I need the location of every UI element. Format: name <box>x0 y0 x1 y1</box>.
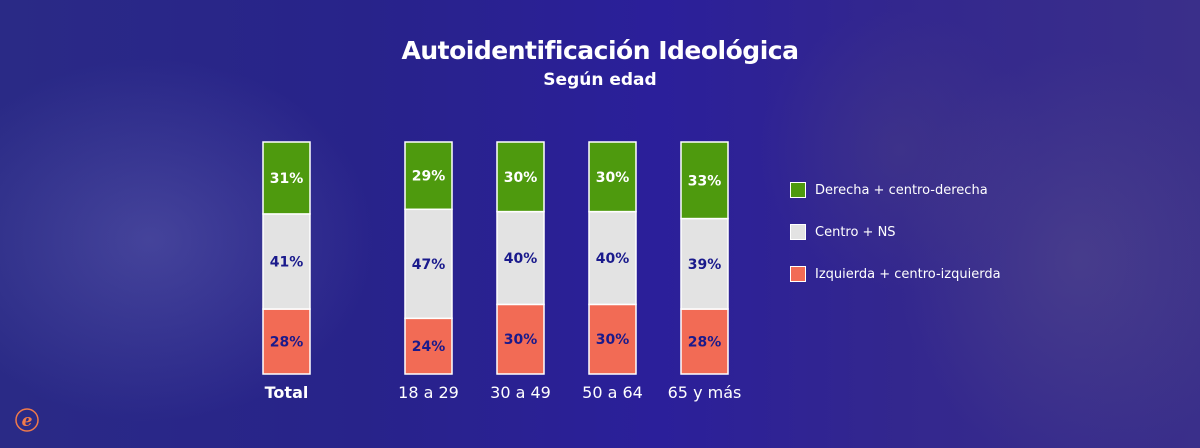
bar-segment <box>680 308 729 375</box>
legend-label: Izquierda + centro-izquierda <box>815 266 1001 282</box>
legend-label: Derecha + centro-derecha <box>815 182 988 198</box>
legend: Derecha + centro-derecha Centro + NS Izq… <box>790 180 1001 306</box>
legend-item-derecha: Derecha + centro-derecha <box>790 180 1001 200</box>
category-label: Total <box>265 383 309 402</box>
data-label: 33% <box>688 173 722 189</box>
elpais-logo-icon: e <box>15 408 39 432</box>
legend-item-centro: Centro + NS <box>790 222 1001 242</box>
legend-swatch <box>790 266 806 282</box>
bar-segment <box>262 308 311 375</box>
legend-item-izquierda: Izquierda + centro-izquierda <box>790 264 1001 284</box>
bar-segment <box>496 141 545 213</box>
legend-swatch <box>790 224 806 240</box>
data-label: 30% <box>596 170 630 186</box>
bar-segment <box>262 141 311 215</box>
category-label: 30 a 49 <box>490 383 551 402</box>
data-label: 31% <box>270 171 304 187</box>
category-label: 65 y más <box>668 383 742 402</box>
data-label: 24% <box>412 339 446 355</box>
bar-segment <box>496 210 545 306</box>
data-label: 40% <box>504 251 538 267</box>
bar-segment <box>496 303 545 375</box>
legend-label: Centro + NS <box>815 224 896 240</box>
data-label: 30% <box>596 332 630 348</box>
bar-segment <box>680 217 729 310</box>
svg-text:e: e <box>22 411 33 431</box>
data-label: 30% <box>504 332 538 348</box>
data-label: 29% <box>412 169 446 185</box>
legend-swatch <box>790 182 806 198</box>
data-label: 47% <box>412 257 446 273</box>
data-label: 40% <box>596 251 630 267</box>
data-label: 30% <box>504 170 538 186</box>
bar-segment <box>404 141 453 211</box>
bar-segment <box>588 210 637 306</box>
category-label: 50 a 64 <box>582 383 643 402</box>
data-label: 28% <box>688 335 722 351</box>
data-label: 41% <box>270 254 304 270</box>
bar-segment <box>262 213 311 310</box>
chart-title: Autoidentificación Ideológica <box>401 36 799 65</box>
bar-segment <box>680 141 729 220</box>
bar-segment <box>588 141 637 213</box>
data-label: 28% <box>270 335 304 351</box>
chart-subtitle: Según edad <box>543 70 657 90</box>
data-label: 39% <box>688 257 722 273</box>
category-label: 18 a 29 <box>398 383 459 402</box>
